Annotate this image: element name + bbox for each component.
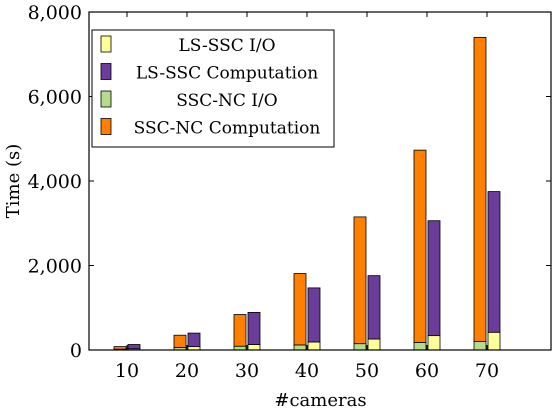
y-tick-label: 0 <box>70 340 82 362</box>
bar-ls-ssc-computation-50 <box>367 275 381 340</box>
legend-box <box>91 29 335 148</box>
x-tick-label: 30 <box>235 360 259 382</box>
legend-swatch-ssc-nc-computation <box>100 118 112 135</box>
legend-swatch-ssc-nc-i-o <box>100 90 112 108</box>
y-tick-label: 6,000 <box>28 87 82 109</box>
legend-swatch-ls-ssc-computation <box>100 63 112 80</box>
bar-ssc-nc-i-o-50 <box>353 343 367 351</box>
y-tick-label: 2,000 <box>28 256 82 278</box>
bar-ls-ssc-i-o-40 <box>307 341 321 351</box>
bar-ls-ssc-i-o-60 <box>427 335 441 351</box>
legend-label-ssc-nc-i-o: SSC-NC I/O <box>176 91 277 111</box>
bar-ls-ssc-computation-40 <box>307 287 321 343</box>
bar-ssc-nc-i-o-70 <box>473 341 487 351</box>
y-tick-label: 4,000 <box>28 171 82 193</box>
bar-ssc-nc-computation-40 <box>293 273 307 346</box>
legend-label-ls-ssc-computation: LS-SSC Computation <box>136 64 318 84</box>
x-tick-label: 50 <box>355 360 379 382</box>
bar-ls-ssc-computation-60 <box>427 220 441 337</box>
x-tick-label: 10 <box>115 360 139 382</box>
bar-ssc-nc-computation-10 <box>113 346 127 350</box>
bar-ssc-nc-i-o-60 <box>413 341 427 351</box>
bar-ssc-nc-i-o-40 <box>293 344 307 351</box>
x-tick-label: 40 <box>295 360 319 382</box>
bar-ssc-nc-computation-50 <box>353 216 367 345</box>
x-tick-label: 20 <box>175 360 199 382</box>
bar-ls-ssc-i-o-30 <box>247 344 261 351</box>
bar-ls-ssc-i-o-70 <box>487 331 501 351</box>
legend-label-ls-ssc-i-o: LS-SSC I/O <box>178 36 275 56</box>
legend-label-ssc-nc-computation: SSC-NC Computation <box>134 119 321 139</box>
bar-ssc-nc-computation-60 <box>413 149 427 343</box>
x-tick-label: 60 <box>415 360 439 382</box>
x-axis-title: #cameras <box>274 390 366 411</box>
bar-ssc-nc-computation-30 <box>233 314 247 347</box>
y-tick-label: 8,000 <box>28 2 82 24</box>
bar-ls-ssc-i-o-50 <box>367 338 381 351</box>
bar-ls-ssc-computation-20 <box>187 332 201 348</box>
x-tick-label: 70 <box>475 360 499 382</box>
x-axis: 10 20 30 40 50 60 70 <box>115 12 499 382</box>
legend-swatch-ls-ssc-i-o <box>100 35 112 53</box>
bar-ssc-nc-computation-20 <box>173 334 187 348</box>
bar-ssc-nc-computation-70 <box>473 36 487 342</box>
legend: LS-SSC I/O LS-SSC Computation SSC-NC I/O SS… <box>91 29 335 148</box>
bars-layer <box>113 36 501 351</box>
y-axis: 0 2,000 4,000 6,000 8,000 <box>28 2 551 362</box>
y-axis-title: Time (s) <box>3 144 24 219</box>
bar-ls-ssc-computation-70 <box>487 191 501 333</box>
bar-ls-ssc-computation-30 <box>247 311 261 345</box>
bar-ls-ssc-computation-10 <box>127 344 141 350</box>
